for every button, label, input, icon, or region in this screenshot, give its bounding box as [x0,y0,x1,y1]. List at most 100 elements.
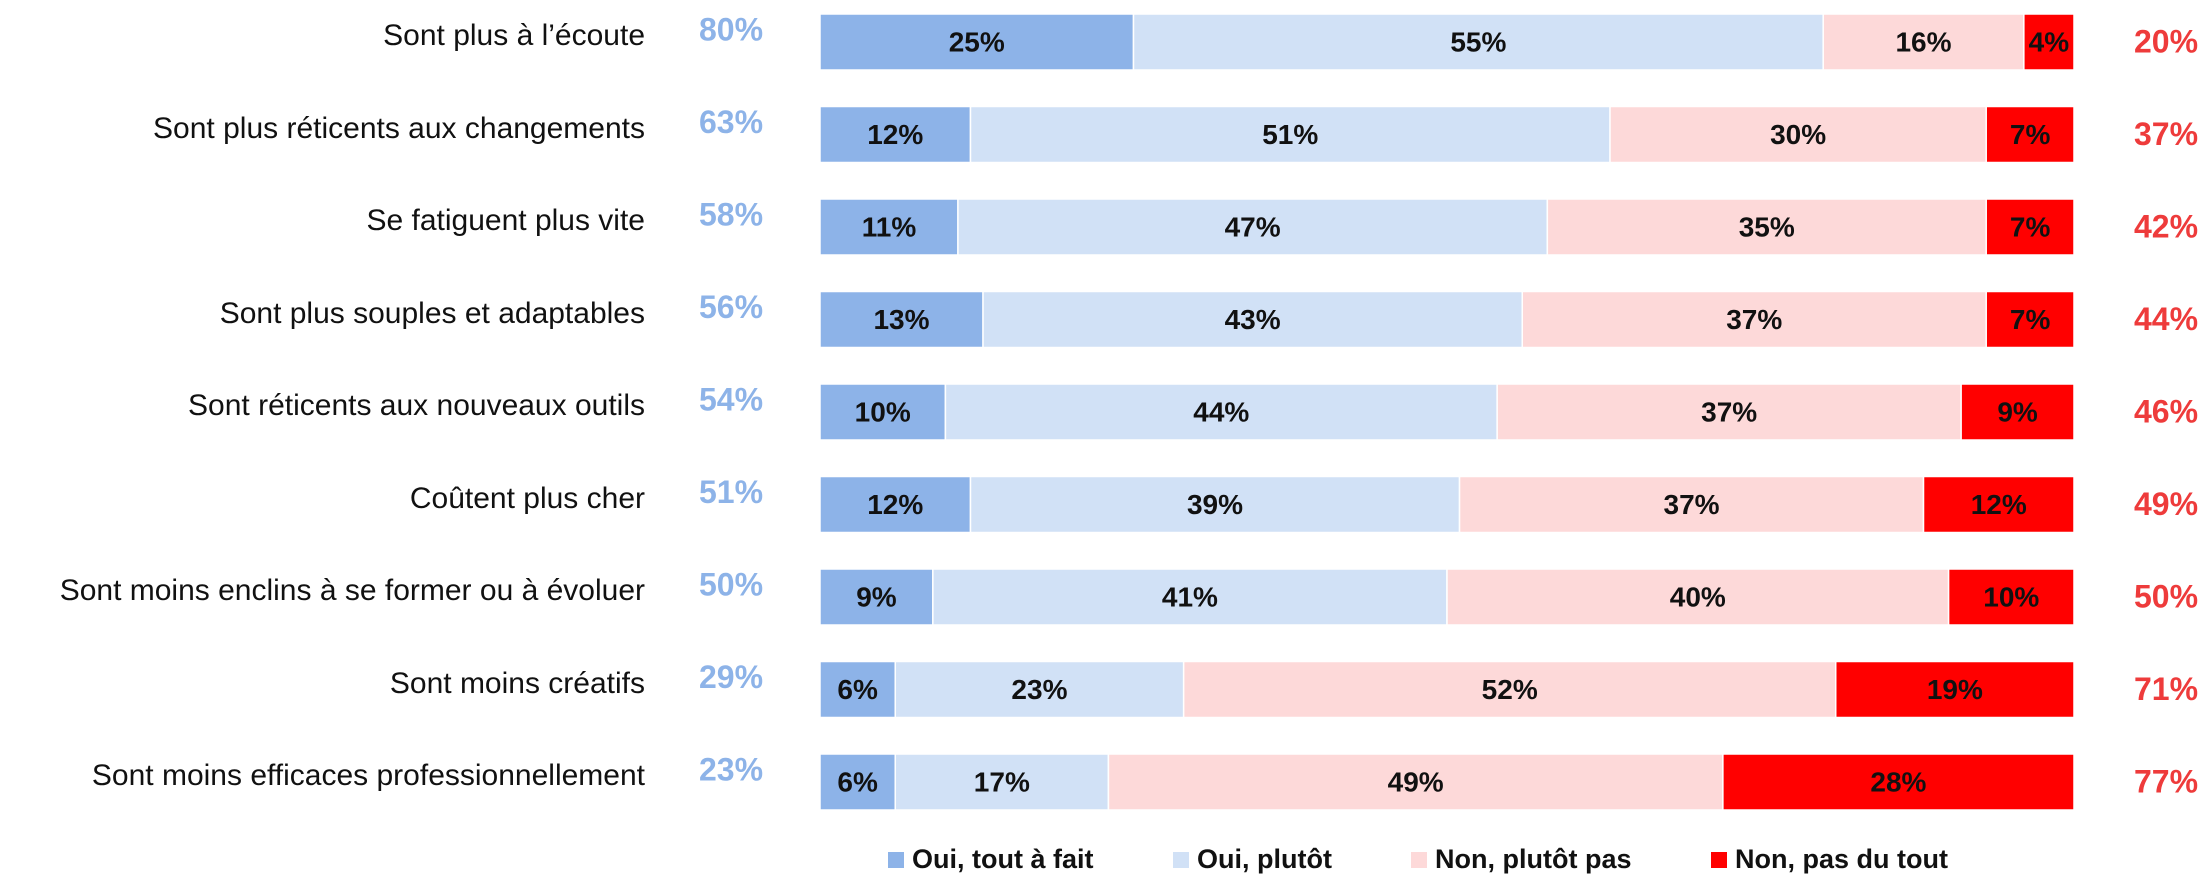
total-no: 49% [2134,486,2198,522]
segment-label: 43% [1225,304,1281,335]
bar-segment [944,383,1498,441]
segment-label: 23% [1011,674,1067,705]
bar-segment [894,660,1185,719]
total-no: 37% [2134,116,2198,152]
total-yes: 23% [699,751,763,787]
category-label: Sont plus souples et adaptables [219,296,645,330]
total-no: 20% [2134,23,2198,59]
bar-segment [1722,753,2075,811]
segment-label: 12% [867,489,923,520]
segment-label: 39% [1187,489,1243,520]
total-no: 44% [2134,301,2198,337]
category-label: Sont moins efficaces professionnellement [91,759,645,792]
category-label: Se fatiguent plus vite [366,204,645,237]
total-yes: 80% [699,11,763,47]
segment-label: 10% [855,396,911,427]
segment-label: 16% [1895,26,1951,57]
legend-label: Non, pas du tout [1735,844,1948,874]
segment-label: 35% [1739,211,1795,242]
segment-label: 25% [949,26,1005,57]
legend-label: Oui, tout à fait [912,844,1094,874]
category-label: Sont plus réticents aux changements [153,111,645,145]
bar-segment [1922,475,2075,534]
bar-segment [1107,753,1724,811]
segment-label: 17% [974,766,1030,797]
legend-swatch [1173,852,1189,868]
segment-label: 7% [2010,119,2051,150]
bar-segment [1132,13,1824,71]
segment-label: 19% [1927,674,1983,705]
legend-label: Non, plutôt pas [1435,844,1631,874]
segment-label: 41% [1162,581,1218,612]
segment-label: 12% [1971,489,2027,520]
segment-label: 37% [1726,304,1782,335]
segment-label: 7% [2010,211,2051,242]
segment-label: 4% [2029,26,2070,57]
bar-segment [819,753,896,811]
total-yes: 54% [699,381,763,417]
segment-label: 37% [1664,489,1720,520]
category-label: Sont plus à l’écoute [383,19,645,52]
segment-label: 49% [1388,766,1444,797]
segment-label: 11% [862,211,917,242]
bar-segment [1546,198,1987,256]
bar-segment [819,198,959,256]
total-yes: 50% [699,566,763,602]
bar-segment [1985,105,2075,164]
segment-label: 9% [856,581,897,612]
legend-label: Oui, plutôt [1197,844,1332,874]
bar-segment [1446,568,1950,626]
total-no: 71% [2134,671,2198,707]
bar-segment [1496,383,1962,441]
segment-label: 12% [867,119,923,150]
category-label: Sont réticents aux nouveaux outils [188,389,645,422]
bar-segment [1985,290,2075,349]
bar-segment [1521,290,1987,349]
segment-label: 10% [1983,581,2039,612]
bar-segment [932,568,1448,626]
segment-label: 51% [1262,119,1318,150]
bar-segment [969,105,1611,164]
bar-segment [1960,383,2075,441]
legend-swatch [1711,852,1727,868]
bar-segment [819,383,947,441]
segment-label: 37% [1701,396,1757,427]
segment-label: 44% [1193,396,1249,427]
segment-label: 28% [1870,766,1926,797]
bar-segment [894,753,1110,811]
total-no: 50% [2134,578,2198,614]
bar-segment [1985,198,2075,256]
segment-label: 7% [2010,304,2051,335]
total-yes: 58% [699,196,763,232]
bar-segment [957,198,1549,256]
bar-segment [819,568,934,626]
segment-label: 40% [1670,581,1726,612]
segment-label: 13% [873,304,929,335]
total-yes: 56% [699,289,763,325]
total-yes: 63% [699,104,763,140]
bar-segment [2023,13,2075,71]
bar-segment [982,290,1523,349]
total-no: 46% [2134,393,2198,429]
legend-swatch [888,852,904,868]
bar-segment [1182,660,1837,719]
total-yes: 29% [699,659,763,695]
segment-label: 47% [1225,211,1281,242]
category-label: Sont moins créatifs [389,666,645,700]
bar-segment [1609,105,1987,164]
total-no: 42% [2134,208,2198,244]
bar-segment [819,660,896,719]
bar-segment [1458,475,1925,534]
category-label: Coûtent plus cher [409,481,645,515]
bar-segment [1834,660,2075,719]
total-no: 77% [2134,763,2198,799]
segment-label: 6% [837,766,878,797]
total-yes: 51% [699,474,763,510]
segment-label: 55% [1450,26,1506,57]
segment-label: 30% [1770,119,1826,150]
bar-segment [819,13,1135,71]
bar-segment [1947,568,2075,626]
segment-label: 52% [1482,674,1538,705]
